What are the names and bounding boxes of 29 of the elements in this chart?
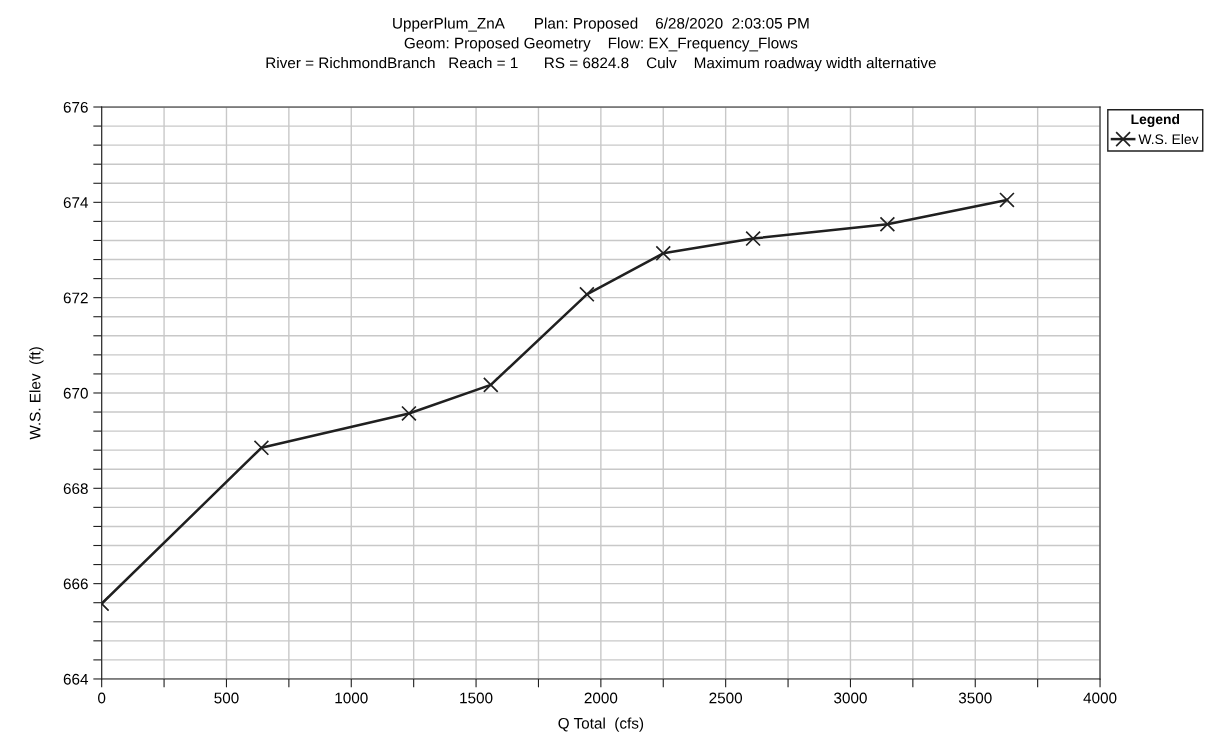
x-tick-label: 3500: [958, 692, 992, 704]
x-tick-label: 4000: [1083, 692, 1117, 704]
y-tick-label: 670: [63, 387, 88, 399]
legend-label: W.S. Elev: [1138, 133, 1199, 145]
y-tick-label: 664: [63, 673, 89, 685]
point: [999, 192, 1015, 208]
point: [745, 230, 761, 247]
legend-title: Legend: [1131, 113, 1180, 127]
x-tick-label: 0: [98, 692, 106, 704]
y-axis-title: W.S. Elev (ft): [29, 347, 44, 440]
x-tick-label: 1500: [460, 692, 493, 704]
y-tick-label: 666: [63, 578, 88, 590]
y-tick-label: 668: [63, 483, 88, 494]
point: [879, 216, 896, 233]
point: [483, 377, 499, 393]
y-tick-label: 672: [63, 292, 88, 304]
x-tick-label: 500: [214, 692, 239, 704]
point: [655, 245, 672, 262]
x-tick-label: 3000: [834, 692, 867, 704]
y-tick-label: 674: [63, 197, 89, 209]
x-tick-label: 1000: [335, 692, 368, 704]
x-axis-title: Q Total (cfs): [558, 717, 644, 732]
point: [253, 440, 270, 456]
y-tick-label: 676: [63, 101, 88, 113]
x-tick-label: 2500: [709, 692, 743, 704]
point: [579, 286, 595, 303]
point: [401, 405, 417, 422]
x-tick-label: 2000: [584, 692, 618, 704]
chart-title: UpperPlum_ZnA Plan: Proposed 6/28/2020 2:03:05 PM Geom: Proposed Geometry Flow: EX_Frequency_Flows River = RichmondBranch Reach = 1 RS = 6824.8 Culv Maximum roadway width alternative: [266, 17, 936, 72]
